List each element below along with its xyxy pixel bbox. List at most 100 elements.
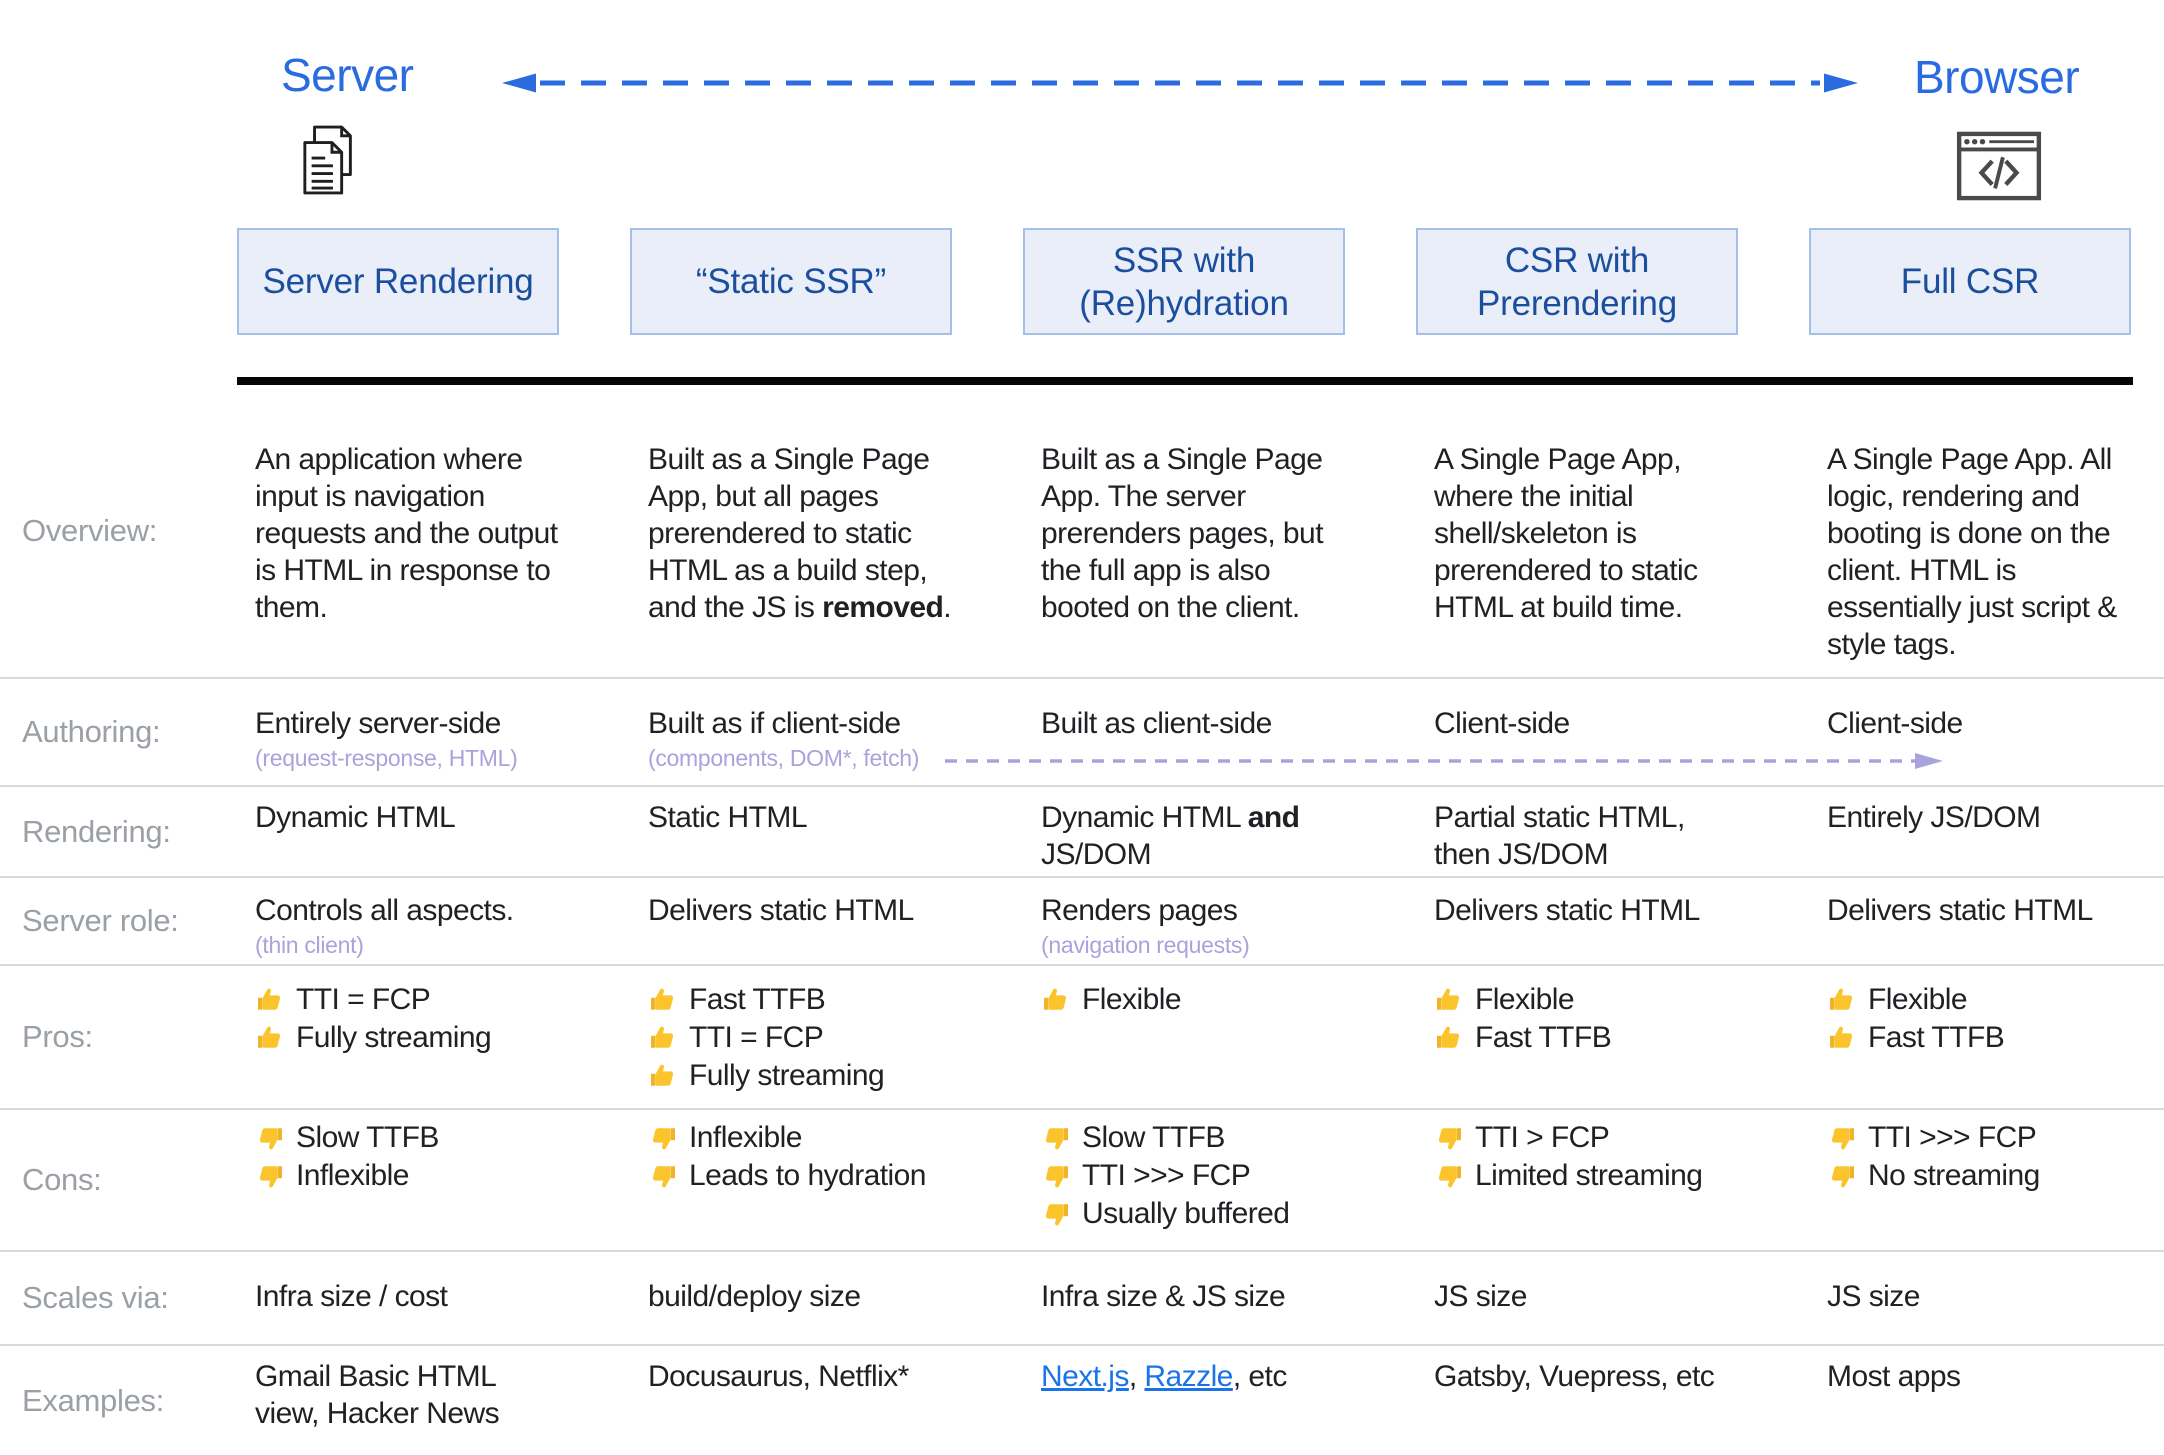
cons-row: Cons: Slow TTFB Inflexible Inflexib xyxy=(0,1110,2164,1252)
pros-row: Pros: TTI = FCP Fully streaming Fas xyxy=(0,966,2164,1110)
thumbs-down-icon xyxy=(1827,1123,1857,1153)
con-text: TTI >>> FCP xyxy=(1868,1121,2037,1154)
server-role-ssr-rehydration: Renders pages (navigation requests) xyxy=(1023,878,1345,964)
examples-csr-prerendering: Gatsby, Vuepress, etc xyxy=(1434,1360,1715,1393)
authoring-server-rendering: Entirely server-side (request-response, … xyxy=(237,679,559,785)
thumbs-up-icon xyxy=(1827,1023,1857,1053)
con-item: Slow TTFB xyxy=(255,1122,559,1154)
con-item: Inflexible xyxy=(648,1122,952,1154)
overview-static-ssr-bold: removed xyxy=(822,591,944,624)
pro-text: TTI = FCP xyxy=(296,983,431,1016)
authoring-static-ssr: Built as if client-side (components, DOM… xyxy=(630,679,952,785)
thumbs-down-icon xyxy=(255,1123,285,1153)
con-item: Limited streaming xyxy=(1434,1160,1738,1192)
overview-server-rendering: An application where input is navigation… xyxy=(255,443,558,624)
overview-csr-prerendering: A Single Page App, where the initial she… xyxy=(1434,443,1698,624)
pro-item: Fully streaming xyxy=(255,1022,559,1054)
scales-via-row-label: Scales via: xyxy=(22,1280,169,1315)
overview-ssr-rehydration: Built as a Single Page App. The server p… xyxy=(1041,443,1324,624)
con-item: TTI >>> FCP xyxy=(1041,1160,1345,1192)
pro-item: TTI = FCP xyxy=(648,1022,952,1054)
thumbs-down-icon xyxy=(1041,1161,1071,1191)
thumbs-up-icon xyxy=(1434,985,1464,1015)
header-separator-line xyxy=(237,377,2133,385)
link-razzle[interactable]: Razzle xyxy=(1144,1360,1233,1393)
scales-via-server-rendering: Infra size / cost xyxy=(255,1280,448,1313)
thumbs-up-icon xyxy=(648,1023,678,1053)
authoring-csr-prerendering: Client-side xyxy=(1434,707,1570,740)
overview-static-ssr-period: . xyxy=(943,591,952,624)
con-item: Leads to hydration xyxy=(648,1160,952,1192)
con-text: Slow TTFB xyxy=(1082,1121,1225,1154)
column-header-csr-prerendering: CSR with Prerendering xyxy=(1416,228,1738,335)
server-role-server-rendering-subtext: (thin client) xyxy=(255,932,364,958)
scales-via-csr-prerendering: JS size xyxy=(1434,1280,1527,1313)
documents-icon xyxy=(300,124,362,201)
column-header-server-rendering: Server Rendering xyxy=(237,228,559,335)
authoring-ssr-rehydration: Built as client-side xyxy=(1041,707,1272,740)
authoring-static-ssr-subtext: (components, DOM*, fetch) xyxy=(648,745,920,771)
pro-text: Fully streaming xyxy=(296,1021,492,1054)
thumbs-down-icon xyxy=(1434,1123,1464,1153)
client-side-dashed-arrow xyxy=(945,751,1945,776)
link-nextjs[interactable]: Next.js xyxy=(1041,1360,1129,1393)
bidirectional-dashed-arrow xyxy=(500,70,1860,101)
con-text: Limited streaming xyxy=(1475,1159,1703,1192)
con-text: Slow TTFB xyxy=(296,1121,439,1154)
con-text: Usually buffered xyxy=(1082,1197,1290,1230)
examples-server-rendering: Gmail Basic HTML view, Hacker News xyxy=(255,1360,500,1430)
thumbs-up-icon xyxy=(255,985,285,1015)
cons-server-rendering: Slow TTFB Inflexible xyxy=(237,1110,559,1250)
cons-full-csr: TTI >>> FCP No streaming xyxy=(1809,1110,2131,1250)
thumbs-down-icon xyxy=(1041,1199,1071,1229)
column-header-ssr-rehydration: SSR with (Re)hydration xyxy=(1023,228,1345,335)
pro-text: TTI = FCP xyxy=(689,1021,824,1054)
scales-via-row: Scales via: Infra size / cost build/depl… xyxy=(0,1252,2164,1346)
rendering-ssr-rehydration-rest: JS/DOM xyxy=(1041,838,1152,871)
browser-end-label: Browser xyxy=(1914,51,2080,103)
con-text: Leads to hydration xyxy=(689,1159,927,1192)
server-role-ssr-rehydration-text: Renders pages xyxy=(1041,894,1238,927)
cons-static-ssr: Inflexible Leads to hydration xyxy=(630,1110,952,1250)
pros-server-rendering: TTI = FCP Fully streaming xyxy=(237,966,559,1108)
server-role-csr-prerendering: Delivers static HTML xyxy=(1434,894,1700,927)
pro-text: Flexible xyxy=(1868,983,1968,1016)
pro-text: Flexible xyxy=(1475,983,1575,1016)
examples-ssr-rehydration: Next.js, Razzle, etc xyxy=(1023,1346,1345,1455)
pro-text: Fast TTFB xyxy=(1868,1021,2005,1054)
thumbs-up-icon xyxy=(1434,1023,1464,1053)
overview-row-label: Overview: xyxy=(22,513,158,548)
pros-static-ssr: Fast TTFB TTI = FCP Fully streaming xyxy=(630,966,952,1108)
server-end-label: Server xyxy=(281,49,414,101)
cons-ssr-rehydration: Slow TTFB TTI >>> FCP Usually buffered xyxy=(1023,1110,1345,1250)
authoring-full-csr: Client-side xyxy=(1827,707,1963,740)
scales-via-full-csr: JS size xyxy=(1827,1280,1920,1313)
authoring-server-rendering-text: Entirely server-side xyxy=(255,707,501,740)
server-role-row: Server role: Controls all aspects. (thin… xyxy=(0,878,2164,966)
examples-row-label: Examples: xyxy=(22,1382,165,1418)
server-role-full-csr: Delivers static HTML xyxy=(1827,894,2093,927)
thumbs-down-icon xyxy=(255,1161,285,1191)
scales-via-static-ssr: build/deploy size xyxy=(648,1280,861,1313)
pros-ssr-rehydration: Flexible xyxy=(1023,966,1345,1108)
pro-item: Fast TTFB xyxy=(1827,1022,2131,1054)
thumbs-up-icon xyxy=(255,1023,285,1053)
authoring-row-label: Authoring: xyxy=(22,714,161,749)
pros-full-csr: Flexible Fast TTFB xyxy=(1809,966,2131,1108)
overview-full-csr: A Single Page App. All logic, rendering … xyxy=(1827,443,2117,661)
overview-row: Overview: An application where input is … xyxy=(0,385,2164,679)
con-text: No streaming xyxy=(1868,1159,2040,1192)
server-role-static-ssr: Delivers static HTML xyxy=(648,894,914,927)
thumbs-down-icon xyxy=(648,1123,678,1153)
examples-static-ssr: Docusaurus, Netflix* xyxy=(648,1360,909,1393)
column-header-static-ssr: “Static SSR” xyxy=(630,228,952,335)
column-header-full-csr: Full CSR xyxy=(1809,228,2131,335)
scales-via-ssr-rehydration: Infra size & JS size xyxy=(1041,1280,1286,1313)
server-role-server-rendering-text: Controls all aspects. xyxy=(255,894,514,927)
server-role-row-label: Server role: xyxy=(22,903,179,938)
thumbs-down-icon xyxy=(1434,1161,1464,1191)
rendering-server-rendering: Dynamic HTML xyxy=(255,801,456,834)
rendering-full-csr: Entirely JS/DOM xyxy=(1827,801,2041,834)
pros-row-label: Pros: xyxy=(22,1019,93,1054)
thumbs-up-icon xyxy=(648,1061,678,1091)
